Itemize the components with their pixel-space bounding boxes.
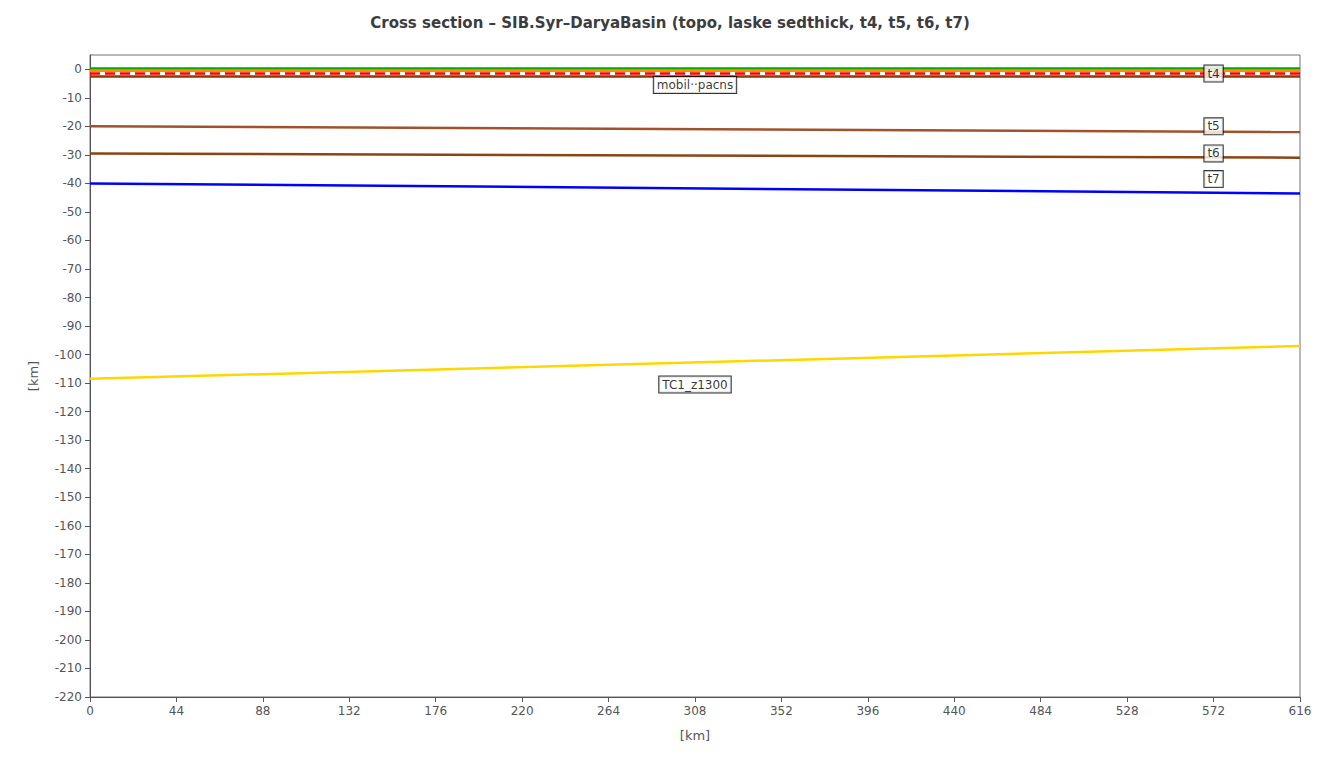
svg-text:t6: t6 xyxy=(1207,146,1219,160)
svg-text:88: 88 xyxy=(255,704,270,718)
svg-text:264: 264 xyxy=(597,704,620,718)
svg-text:t7: t7 xyxy=(1207,172,1219,186)
svg-text:[km]: [km] xyxy=(26,361,41,391)
svg-text:-100: -100 xyxy=(55,348,82,362)
svg-text:396: 396 xyxy=(856,704,879,718)
svg-text:-30: -30 xyxy=(62,148,82,162)
svg-text:616: 616 xyxy=(1289,704,1312,718)
svg-text:440: 440 xyxy=(943,704,966,718)
svg-text:[km]: [km] xyxy=(680,728,710,743)
svg-text:484: 484 xyxy=(1029,704,1052,718)
svg-text:mobil··pacns: mobil··pacns xyxy=(657,78,733,92)
svg-text:-160: -160 xyxy=(55,519,82,533)
svg-text:-170: -170 xyxy=(55,547,82,561)
svg-text:-70: -70 xyxy=(62,262,82,276)
svg-text:-50: -50 xyxy=(62,205,82,219)
svg-text:-10: -10 xyxy=(62,91,82,105)
svg-text:176: 176 xyxy=(424,704,447,718)
svg-text:-120: -120 xyxy=(55,405,82,419)
svg-text:352: 352 xyxy=(770,704,793,718)
svg-text:t5: t5 xyxy=(1207,119,1219,133)
svg-text:132: 132 xyxy=(338,704,361,718)
svg-text:-190: -190 xyxy=(55,604,82,618)
svg-text:0: 0 xyxy=(86,704,94,718)
svg-text:-180: -180 xyxy=(55,576,82,590)
svg-text:-80: -80 xyxy=(62,291,82,305)
svg-text:-210: -210 xyxy=(55,661,82,675)
svg-text:-220: -220 xyxy=(55,690,82,704)
svg-text:-20: -20 xyxy=(62,119,82,133)
svg-text:528: 528 xyxy=(1116,704,1139,718)
svg-text:308: 308 xyxy=(684,704,707,718)
svg-text:-140: -140 xyxy=(55,462,82,476)
svg-text:-130: -130 xyxy=(55,433,82,447)
svg-text:-150: -150 xyxy=(55,490,82,504)
svg-text:-110: -110 xyxy=(55,376,82,390)
svg-text:Cross section – SIB.Syr–DaryaB: Cross section – SIB.Syr–DaryaBasin (topo… xyxy=(370,14,970,32)
svg-text:TC1_z1300: TC1_z1300 xyxy=(661,378,727,392)
svg-text:-40: -40 xyxy=(62,176,82,190)
svg-text:220: 220 xyxy=(511,704,534,718)
svg-text:44: 44 xyxy=(169,704,184,718)
svg-text:-200: -200 xyxy=(55,633,82,647)
svg-text:t4: t4 xyxy=(1207,67,1219,81)
svg-text:0: 0 xyxy=(74,62,82,76)
svg-text:572: 572 xyxy=(1202,704,1225,718)
svg-text:-60: -60 xyxy=(62,233,82,247)
svg-text:-90: -90 xyxy=(62,319,82,333)
